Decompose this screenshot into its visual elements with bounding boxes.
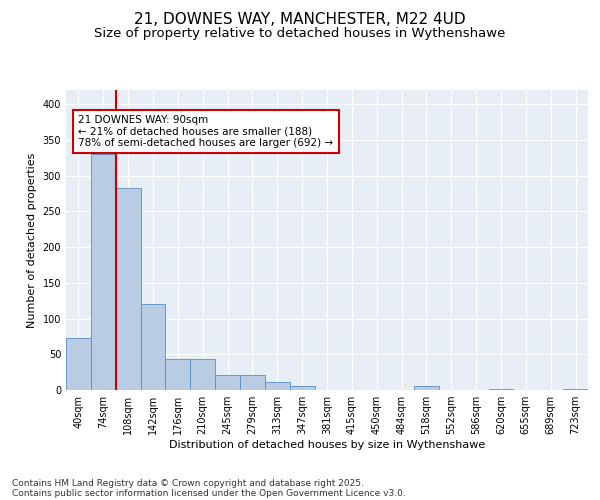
Bar (488, 388, 514, 390)
Text: Contains public sector information licensed under the Open Government Licence v3: Contains public sector information licen… (12, 488, 406, 498)
Bar (563, 388, 588, 390)
Bar (166, 360, 190, 390)
Bar (190, 360, 215, 390)
Bar (290, 386, 314, 390)
Text: Contains HM Land Registry data © Crown copyright and database right 2025.: Contains HM Land Registry data © Crown c… (12, 478, 364, 488)
X-axis label: Distribution of detached houses by size in Wythenshawe: Distribution of detached houses by size … (169, 440, 485, 450)
Text: 21, DOWNES WAY, MANCHESTER, M22 4UD: 21, DOWNES WAY, MANCHESTER, M22 4UD (134, 12, 466, 28)
Bar (240, 375, 265, 390)
Bar (116, 188, 140, 390)
Bar (414, 386, 439, 390)
Y-axis label: Number of detached properties: Number of detached properties (27, 152, 37, 328)
Text: 21 DOWNES WAY: 90sqm
← 21% of detached houses are smaller (188)
78% of semi-deta: 21 DOWNES WAY: 90sqm ← 21% of detached h… (79, 115, 334, 148)
Bar (66, 338, 91, 390)
Bar (140, 304, 166, 390)
Text: Size of property relative to detached houses in Wythenshawe: Size of property relative to detached ho… (94, 28, 506, 40)
Bar (91, 154, 116, 390)
Bar (265, 382, 290, 390)
Bar (215, 375, 240, 390)
